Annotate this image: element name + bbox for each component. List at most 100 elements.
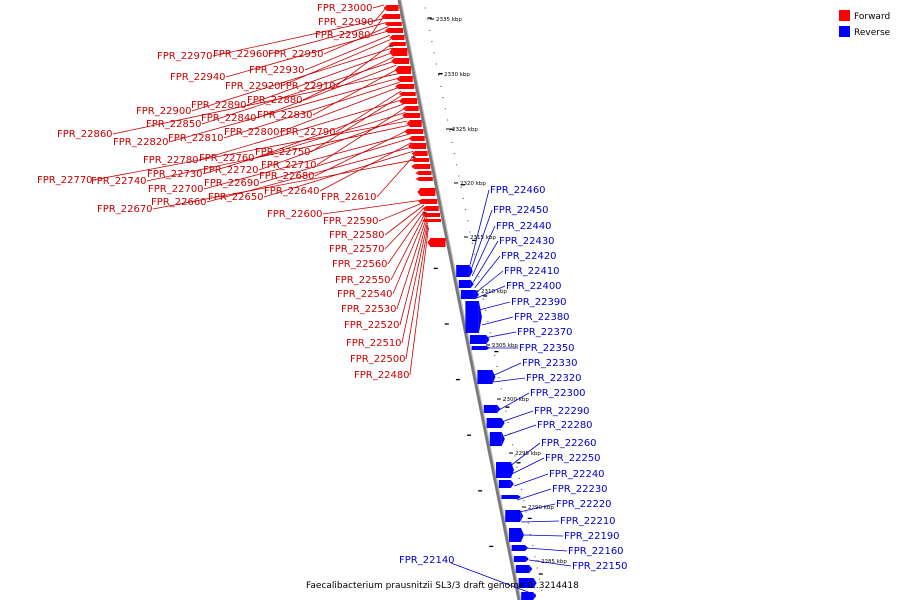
forward-gene-label: FPR_22790 [280,127,336,138]
forward-gene-arrowhead [411,158,414,162]
forward-gene-arrowhead [408,136,412,141]
kbp-tick-label: 2305 kbp [492,343,518,349]
forward-gene-label: FPR_22570 [329,244,385,255]
forward-gene-block [421,199,438,204]
reverse-gene-label: FPR_22440 [496,221,552,232]
reverse-gene-block [465,301,479,333]
forward-gene-label: FPR_22730 [147,169,203,180]
forward-gene-arrowhead [422,213,425,217]
forward-leader-line [319,142,412,192]
reverse-gene-label: FPR_22290 [534,406,590,417]
reverse-leader-line [526,547,568,552]
forward-gene-block [392,35,405,40]
forward-gene-block [384,14,401,19]
forward-gene-label: FPR_22590 [323,216,379,227]
forward-leader-line [316,107,405,166]
reverse-gene-block [460,290,476,299]
forward-gene-block [414,151,428,156]
forward-gene-arrowhead [402,106,406,111]
reverse-leader-line [481,316,514,326]
forward-leader-line [191,47,393,112]
forward-leader-line [268,21,388,55]
reverse-gene-label: FPR_22280 [537,420,593,431]
forward-gene-label: FPR_22810 [168,133,224,144]
reverse-gene-arrowhead [475,290,479,299]
forward-gene-arrowhead [406,120,410,127]
forward-leader-line [384,204,425,236]
forward-gene-label: FPR_22520 [344,320,400,331]
reverse-gene-arrowhead [470,280,474,288]
legend-forward-label: Forward [854,12,890,22]
reverse-gene-label: FPR_22140 [399,555,455,566]
forward-gene-block [398,84,415,89]
forward-leader-line [201,60,396,125]
forward-gene-blocks [381,5,446,247]
forward-gene-arrowhead [384,22,388,26]
forward-gene-label: FPR_22900 [136,106,192,117]
forward-gene-arrowhead [396,76,400,82]
forward-gene-label: FPR_22550 [335,275,391,286]
forward-gene-block [386,5,399,11]
reverse-leader-line [493,377,526,383]
forward-leader-line [396,217,427,310]
reverse-gene-arrowhead [510,480,514,488]
forward-gene-label: FPR_22890 [191,100,247,111]
reverse-leader-line [511,457,545,475]
forward-leader-line [376,155,415,198]
reverse-gene-label: FPR_22390 [511,297,567,308]
forward-gene-label: FPR_22920 [225,81,281,92]
forward-gene-label: FPR_22710 [261,160,317,171]
forward-leader-lines [92,4,429,376]
forward-gene-arrowhead [398,92,402,96]
reverse-gene-label: FPR_22210 [560,516,616,527]
reverse-gene-block [489,432,502,446]
reverse-gene-arrowhead [521,528,524,542]
forward-gene-label: FPR_22500 [350,354,406,365]
reverse-gene-blocks [456,265,537,600]
forward-gene-block [420,188,436,196]
forward-gene-arrowhead [402,113,406,118]
forward-gene-block [401,92,416,96]
forward-gene-label: FPR_22670 [97,204,153,215]
reverse-gene-arrowhead [497,405,501,413]
forward-gene-label: FPR_22740 [91,176,147,187]
forward-leader-line [146,125,409,182]
reverse-leader-line [473,240,499,283]
forward-gene-arrowhead [404,129,408,134]
forward-leader-line [280,39,392,87]
forward-leader-line [372,4,385,9]
forward-gene-label: FPR_22760 [199,153,255,164]
reverse-leader-line [475,270,504,294]
forward-leader-line [302,56,395,101]
forward-gene-label: FPR_22540 [337,289,393,300]
reverse-leader-line [528,559,572,567]
genome-backbone [397,0,521,600]
forward-leader-line [405,224,429,360]
reverse-leader-line [484,331,517,339]
forward-leader-line [198,99,404,161]
forward-gene-label: FPR_22560 [332,259,388,270]
forward-gene-label: FPR_22910 [280,81,336,92]
reverse-gene-arrowhead [492,370,496,384]
reverse-gene-label: FPR_22150 [572,561,628,572]
forward-leader-line [256,64,397,119]
reverse-gene-arrowhead [533,592,537,600]
reverse-gene-block [505,510,521,522]
reverse-gene-label: FPR_22300 [530,388,586,399]
forward-leader-line [152,159,416,210]
reverse-gene-arrowhead [520,510,524,522]
reverse-gene-arrowhead [469,265,473,277]
forward-leader-line [322,199,424,215]
reverse-leader-line [501,410,534,423]
reverse-gene-block [477,370,493,384]
axis-ticks: 2335 kbp 2330 kbp 2325 kbp 2320 kbp 2315 kbp… [389,7,567,591]
reverse-gene-label: FPR_22240 [549,469,605,480]
reverse-gene-arrowhead [525,556,529,562]
reverse-gene-label: FPR_22220 [556,499,612,510]
reverse-leader-line [492,362,522,377]
forward-gene-block [409,120,422,127]
forward-gene-label: FPR_22930 [249,65,305,76]
forward-gene-arrowhead [411,151,415,156]
